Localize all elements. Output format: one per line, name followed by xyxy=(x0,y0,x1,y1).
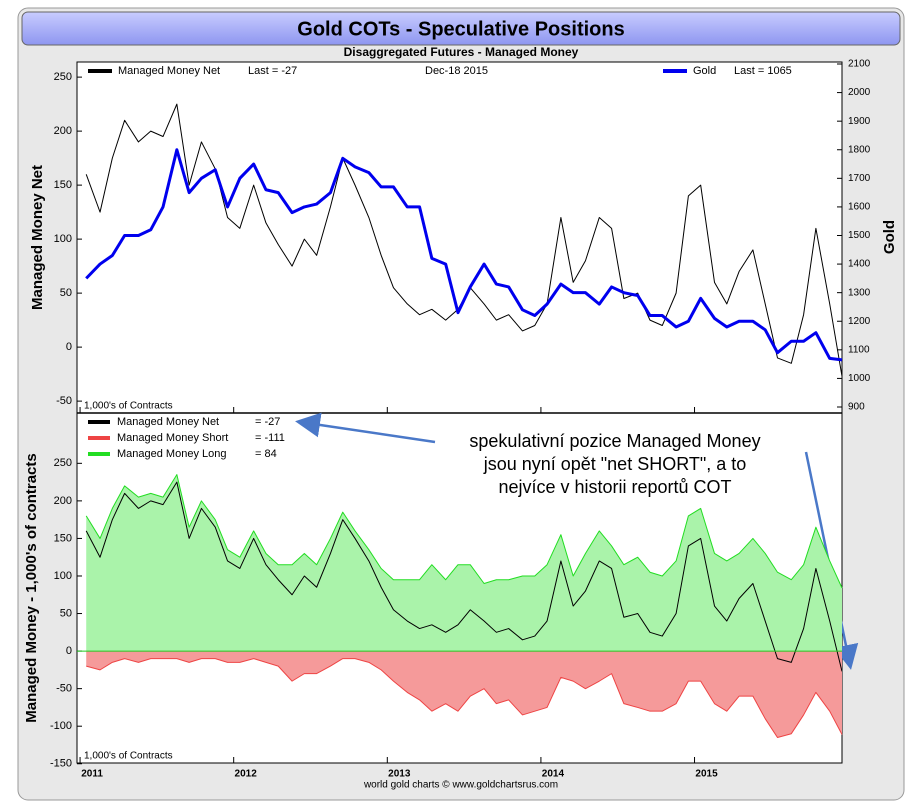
y-tick-label: -50 xyxy=(56,395,72,407)
area-fill xyxy=(86,474,843,652)
y-axis-label: Managed Money - 1,000's of contracts xyxy=(23,453,40,722)
legend-label: Managed Money Net xyxy=(118,65,220,77)
y2-tick-label: 2100 xyxy=(848,59,871,70)
y-tick-label: -150 xyxy=(50,758,72,770)
footer: world gold charts © www.goldchartsrus.co… xyxy=(363,780,558,791)
y2-tick-label: 1400 xyxy=(848,259,871,270)
y-tick-label: 150 xyxy=(54,179,72,191)
y-tick-label: 150 xyxy=(54,532,72,544)
legend-label: Gold xyxy=(693,65,716,77)
y2-tick-label: 1600 xyxy=(848,202,871,213)
y2-axis-label: Gold xyxy=(881,220,898,254)
y2-tick-label: 1200 xyxy=(848,316,871,327)
legend-value: Last = -27 xyxy=(248,65,297,77)
annotation: nejvíce v historii reportů COT xyxy=(498,477,731,497)
y2-tick-label: 1700 xyxy=(848,173,871,184)
y-tick-label: 200 xyxy=(54,125,72,137)
series-line xyxy=(86,658,843,738)
y-tick-label: 50 xyxy=(60,287,72,299)
legend-label: Managed Money Net xyxy=(117,416,219,428)
legend-value: = -27 xyxy=(255,416,280,428)
y2-tick-label: 2000 xyxy=(848,87,871,98)
arrow xyxy=(295,412,436,444)
y-tick-label: 100 xyxy=(54,233,72,245)
y-tick-label: -50 xyxy=(56,683,72,695)
x-tick-label: 2011 xyxy=(81,769,103,780)
date: Dec-18 2015 xyxy=(425,65,488,77)
area-fill xyxy=(86,651,843,738)
y-tick-label: 250 xyxy=(54,457,72,469)
y-tick-label: -100 xyxy=(50,720,72,732)
y2-tick-label: 1300 xyxy=(848,287,871,298)
subtitle: Disaggregated Futures - Managed Money xyxy=(344,45,579,59)
legend-value: = -111 xyxy=(255,432,285,444)
x-tick-label: 2015 xyxy=(695,769,718,780)
note: 1,000's of Contracts xyxy=(84,401,173,412)
y-tick-label: 50 xyxy=(60,607,72,619)
series-line xyxy=(85,481,843,672)
y-tick-label: 200 xyxy=(54,495,72,507)
y-tick-label: 0 xyxy=(66,645,72,657)
y-tick-label: 0 xyxy=(66,341,72,353)
y-tick-label: 100 xyxy=(54,570,72,582)
y2-tick-label: 900 xyxy=(848,402,865,413)
y2-tick-label: 1100 xyxy=(848,344,870,355)
title: Gold COTs - Speculative Positions xyxy=(297,18,624,40)
x-tick-label: 2012 xyxy=(235,769,258,780)
legend-value: Last = 1065 xyxy=(734,65,792,77)
annotation: spekulativní pozice Managed Money xyxy=(469,431,760,451)
note: 1,000's of Contracts xyxy=(84,751,173,762)
y-tick-label: 250 xyxy=(54,71,72,83)
x-tick-label: 2013 xyxy=(388,769,411,780)
y-axis-label: Managed Money Net xyxy=(29,165,46,310)
series-line xyxy=(85,148,843,362)
series-line xyxy=(85,474,843,589)
legend-label: Managed Money Long xyxy=(117,448,226,460)
y2-tick-label: 1500 xyxy=(848,230,871,241)
x-tick-label: 2014 xyxy=(542,769,565,780)
legend-value: = 84 xyxy=(255,448,277,460)
title-bar xyxy=(21,11,901,46)
y2-tick-label: 1900 xyxy=(848,116,871,127)
legend-label: Managed Money Short xyxy=(117,432,228,444)
y2-tick-label: 1000 xyxy=(848,373,871,384)
annotation: jsou nyní opět "net SHORT", a to xyxy=(483,454,747,474)
y2-tick-label: 1800 xyxy=(848,144,871,155)
